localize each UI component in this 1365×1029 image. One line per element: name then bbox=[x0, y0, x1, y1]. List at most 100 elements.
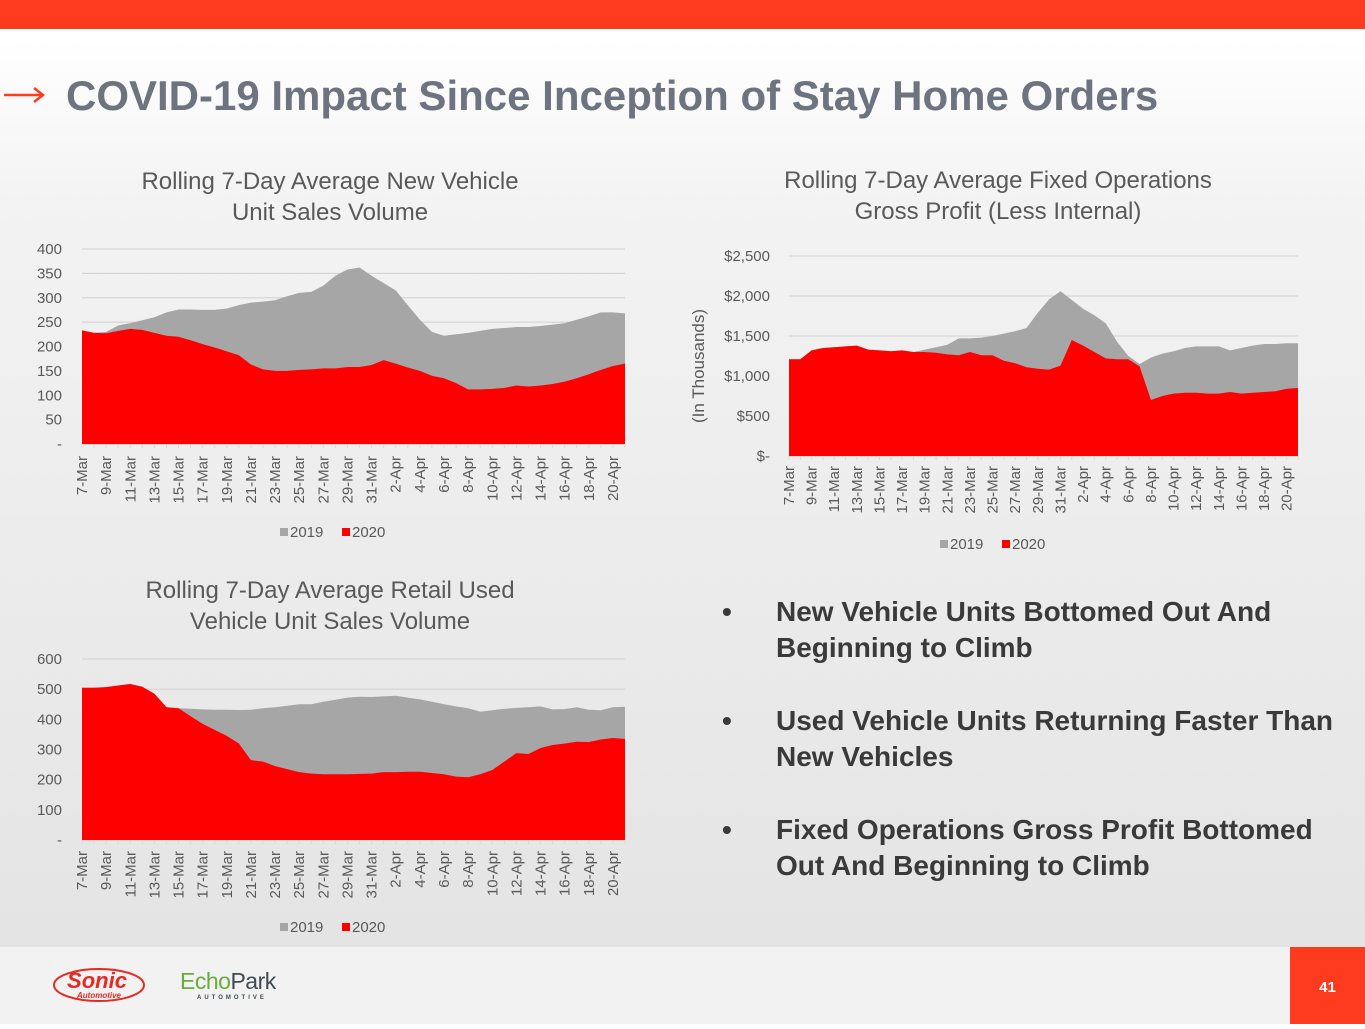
x-tick-label: 31-Mar bbox=[1053, 466, 1070, 514]
x-tick-label: 27-Mar bbox=[315, 456, 332, 504]
x-tick-label: 4-Apr bbox=[412, 456, 429, 493]
x-tick-label: 23-Mar bbox=[267, 851, 284, 899]
area-series-2020 bbox=[789, 340, 1298, 456]
legend-swatch-2019 bbox=[280, 923, 288, 931]
x-tick-label: 8-Apr bbox=[1143, 466, 1160, 503]
x-tick-label: 23-Mar bbox=[267, 456, 284, 504]
bullet-text: Used Vehicle Units Returning Faster Than… bbox=[776, 705, 1334, 772]
x-tick-label: 8-Apr bbox=[460, 456, 477, 493]
x-tick-label: 2-Apr bbox=[388, 456, 405, 493]
x-tick-label: 15-Mar bbox=[872, 466, 889, 514]
x-tick-label: 8-Apr bbox=[460, 851, 477, 888]
x-tick-label: 25-Mar bbox=[985, 466, 1002, 514]
x-tick-label: 10-Apr bbox=[484, 456, 501, 501]
y-tick-label: 400 bbox=[37, 711, 62, 728]
y-tick-label: 300 bbox=[37, 290, 62, 307]
x-tick-label: 14-Apr bbox=[1211, 466, 1228, 511]
x-tick-label: 12-Apr bbox=[508, 456, 525, 501]
bullet-symbol: • bbox=[722, 705, 732, 736]
y-tick-label: $- bbox=[757, 448, 770, 465]
y-tick-label: $500 bbox=[737, 408, 770, 425]
y-tick-label: $2,500 bbox=[724, 248, 770, 265]
sonic-logo-text: Sonic bbox=[67, 968, 127, 993]
x-tick-label: 12-Apr bbox=[1188, 466, 1205, 511]
y-tick-label: 200 bbox=[37, 339, 62, 356]
x-tick-label: 9-Mar bbox=[804, 466, 821, 505]
echopark-logo-part2: Park bbox=[230, 968, 276, 994]
y-tick-label: 150 bbox=[37, 363, 62, 380]
footer-bar bbox=[0, 947, 1365, 1024]
echopark-logo-text: EchoPark bbox=[180, 968, 276, 994]
bullet-symbol: • bbox=[722, 814, 732, 845]
x-tick-label: 7-Mar bbox=[74, 456, 91, 495]
x-tick-label: 6-Apr bbox=[436, 456, 453, 493]
x-tick-label: 11-Mar bbox=[122, 851, 139, 897]
echopark-logo: EchoPark AUTOMOTIVE bbox=[180, 968, 280, 1002]
x-tick-label: 10-Apr bbox=[1166, 466, 1183, 511]
x-tick-label: 17-Mar bbox=[894, 466, 911, 514]
legend-label-2019: 2019 bbox=[290, 919, 323, 936]
x-tick-label: 6-Apr bbox=[436, 851, 453, 888]
legend-label-2019: 2019 bbox=[290, 524, 323, 541]
y-axis-title: (In Thousands) bbox=[689, 309, 708, 423]
y-tick-label: 500 bbox=[37, 681, 62, 698]
legend-swatch-2019 bbox=[280, 528, 288, 536]
x-tick-label: 4-Apr bbox=[412, 851, 429, 888]
y-tick-label: $1,500 bbox=[724, 328, 770, 345]
bullet-text: Fixed Operations Gross Profit Bottomed O… bbox=[776, 814, 1313, 881]
legend-swatch-2020 bbox=[342, 923, 350, 931]
y-tick-label: 400 bbox=[37, 241, 62, 258]
chart-title-line: Unit Sales Volume bbox=[231, 199, 429, 226]
area-series-2020 bbox=[82, 328, 625, 444]
legend-swatch-2019 bbox=[940, 540, 948, 548]
x-tick-label: 15-Mar bbox=[171, 851, 188, 899]
legend-label-2020: 2020 bbox=[1012, 536, 1045, 553]
x-tick-label: 4-Apr bbox=[1098, 466, 1115, 503]
y-tick-label: 100 bbox=[37, 387, 62, 404]
bullet-symbol: • bbox=[722, 596, 732, 627]
chart-new: - 50 100 150 200 250 300 350 400 7-Mar 9-Mar 11-Mar… bbox=[37, 241, 626, 541]
x-tick-label: 23-Mar bbox=[962, 466, 979, 514]
y-tick-label: 200 bbox=[37, 772, 62, 789]
bullet-item: • New Vehicle Units Bottomed Out And Beg… bbox=[722, 594, 1342, 666]
x-tick-label: 20-Apr bbox=[605, 851, 622, 896]
x-tick-label: 9-Mar bbox=[98, 456, 115, 495]
x-tick-label: 19-Mar bbox=[219, 851, 236, 899]
x-tick-label: 20-Apr bbox=[1279, 466, 1296, 511]
bullet-list: • New Vehicle Units Bottomed Out And Beg… bbox=[722, 594, 1342, 921]
echopark-logo-subtext: AUTOMOTIVE bbox=[197, 995, 267, 1001]
x-tick-label: 7-Mar bbox=[74, 851, 91, 890]
y-tick-label: $2,000 bbox=[724, 288, 770, 305]
bullet-text: New Vehicle Units Bottomed Out And Begin… bbox=[776, 596, 1272, 663]
chart-title-line: Rolling 7-Day Average Fixed Operations bbox=[784, 167, 1212, 194]
y-tick-label: 100 bbox=[37, 802, 62, 819]
bullet-item: • Used Vehicle Units Returning Faster Th… bbox=[722, 703, 1342, 775]
y-tick-label: 350 bbox=[37, 265, 62, 282]
x-tick-label: 13-Mar bbox=[146, 851, 163, 899]
y-tick-label: - bbox=[57, 832, 62, 849]
x-tick-label: 19-Mar bbox=[917, 466, 934, 514]
echopark-logo-part1: Echo bbox=[180, 968, 231, 994]
chart-title-line: Vehicle Unit Sales Volume bbox=[189, 608, 471, 635]
y-tick-label: 50 bbox=[45, 412, 62, 429]
x-tick-label: 13-Mar bbox=[146, 456, 163, 504]
x-tick-label: 31-Mar bbox=[364, 456, 381, 504]
x-tick-label: 18-Apr bbox=[581, 851, 598, 896]
x-tick-label: 16-Apr bbox=[1233, 466, 1250, 511]
top-accent-bar bbox=[0, 0, 1365, 29]
x-tick-label: 21-Mar bbox=[243, 851, 260, 899]
y-tick-label: 600 bbox=[37, 651, 62, 668]
x-tick-label: 9-Mar bbox=[98, 851, 115, 890]
chart-title-line: Rolling 7-Day Average New Vehicle bbox=[141, 168, 519, 195]
x-tick-label: 11-Mar bbox=[826, 466, 843, 512]
page-number: 41 bbox=[1290, 947, 1365, 1024]
chart-fixed-ops-title: Rolling 7-Day Average Fixed Operations G… bbox=[718, 165, 1278, 227]
y-tick-label: 300 bbox=[37, 742, 62, 759]
x-tick-label: 15-Mar bbox=[171, 456, 188, 504]
x-tick-label: 29-Mar bbox=[1030, 466, 1047, 514]
x-tick-label: 21-Mar bbox=[939, 466, 956, 514]
legend-label-2020: 2020 bbox=[352, 524, 385, 541]
x-tick-label: 10-Apr bbox=[484, 851, 501, 896]
chart-used: - 100 200 300 400 500 600 7-Mar 9-Mar 11-Mar 13-Ma… bbox=[37, 651, 626, 936]
